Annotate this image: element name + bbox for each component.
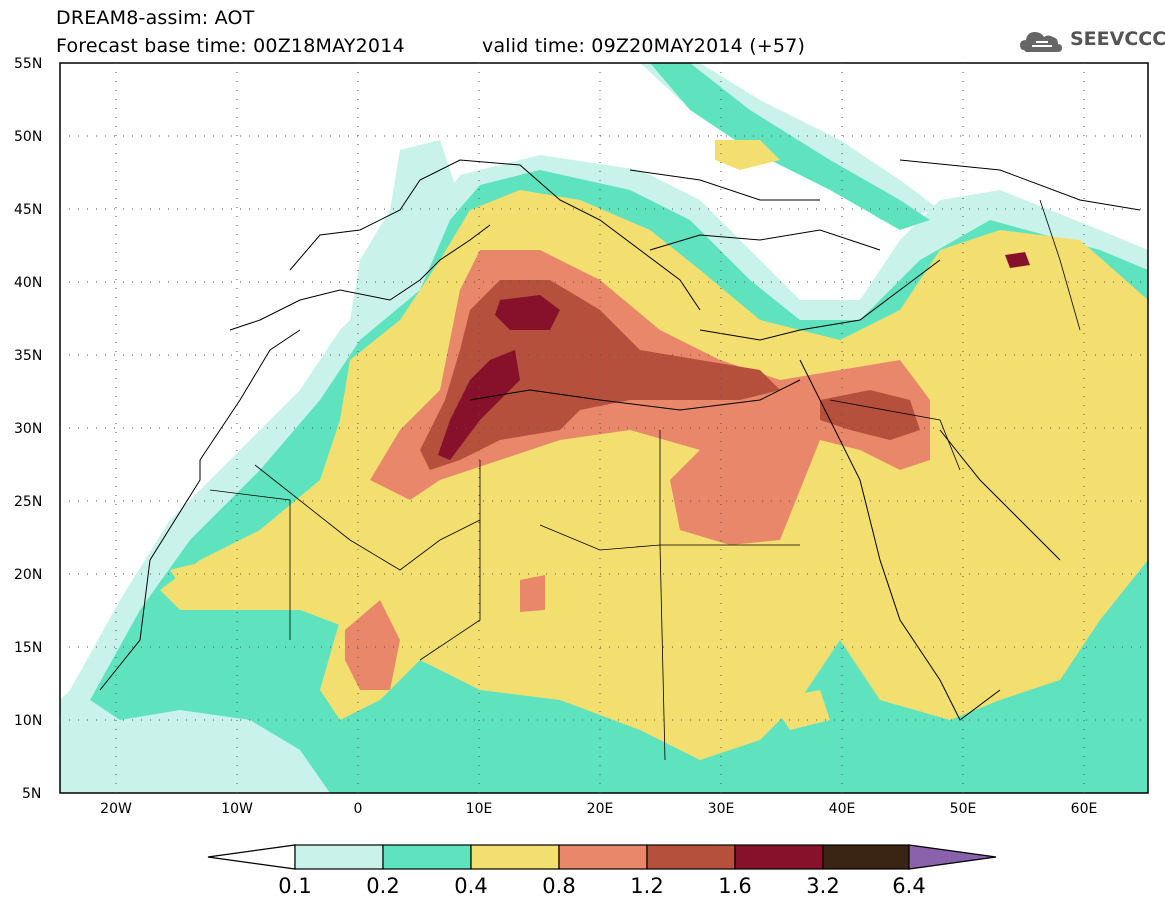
cloud-logo-icon: [1020, 32, 1062, 52]
colorbar-high-arrow: [908, 844, 997, 870]
colorbar-label: 1.6: [718, 874, 751, 898]
lat-label-35n: 35N: [14, 348, 42, 364]
country-borders: [209, 199, 1081, 761]
lat-axis: 55N 50N 45N 40N 35N 30N 25N 20N 15N 10N …: [14, 56, 42, 802]
lon-label-10e: 10E: [466, 801, 493, 817]
chart-title: DREAM8-assim: AOT: [56, 7, 255, 29]
colorbar-label: 0.1: [278, 874, 311, 898]
colorbar: [207, 844, 997, 870]
colorbar-label: 0.8: [542, 874, 575, 898]
colorbar-label: 0.2: [366, 874, 399, 898]
base-time: Forecast base time: 00Z18MAY2014: [56, 35, 405, 57]
colorbar-label: 6.4: [892, 874, 925, 898]
lat-label-30n: 30N: [14, 421, 42, 437]
lat-label-10n: 10N: [14, 713, 42, 729]
lat-label-45n: 45N: [14, 202, 42, 218]
lat-label-25n: 25N: [14, 494, 42, 510]
colorbar-swatch-5: [646, 844, 736, 870]
lon-label-10w: 10W: [221, 801, 253, 817]
colorbar-swatch-7: [822, 844, 910, 870]
logo-text: SEEVCCC: [1070, 28, 1165, 50]
colorbar-label: 0.4: [454, 874, 487, 898]
colorbar-label: 3.2: [806, 874, 839, 898]
colorbar-swatch-2: [382, 844, 472, 870]
colorbar-labels: 0.1 0.2 0.4 0.8 1.2 1.6 3.2 6.4: [278, 874, 925, 898]
colorbar-label: 1.2: [630, 874, 663, 898]
lat-label-40n: 40N: [14, 275, 42, 291]
lon-label-20e: 20E: [587, 801, 614, 817]
lat-label-20n: 20N: [14, 567, 42, 583]
lon-label-60e: 60E: [1071, 801, 1098, 817]
colorbar-swatch-6: [734, 844, 824, 870]
coastlines: [99, 159, 1141, 721]
lon-label-20w: 20W: [100, 801, 132, 817]
lat-label-5n: 5N: [22, 786, 41, 802]
colorbar-low-arrow: [207, 844, 296, 870]
lon-axis: 20W 10W 0 10E 20E 30E 40E 50E 60E: [100, 801, 1097, 817]
colorbar-swatch-1: [294, 844, 384, 870]
lon-label-50e: 50E: [950, 801, 977, 817]
valid-time: valid time: 09Z20MAY2014 (+57): [482, 35, 806, 57]
lat-label-50n: 50N: [14, 129, 42, 145]
lon-label-0: 0: [354, 801, 363, 817]
colorbar-swatch-4: [558, 844, 648, 870]
lat-label-55n: 55N: [14, 56, 42, 72]
lon-label-30e: 30E: [708, 801, 735, 817]
lat-label-15n: 15N: [14, 640, 42, 656]
map-field: [60, 63, 1148, 793]
aot-band-0.4: [160, 140, 1148, 760]
lon-label-40e: 40E: [829, 801, 856, 817]
colorbar-swatch-3: [470, 844, 560, 870]
